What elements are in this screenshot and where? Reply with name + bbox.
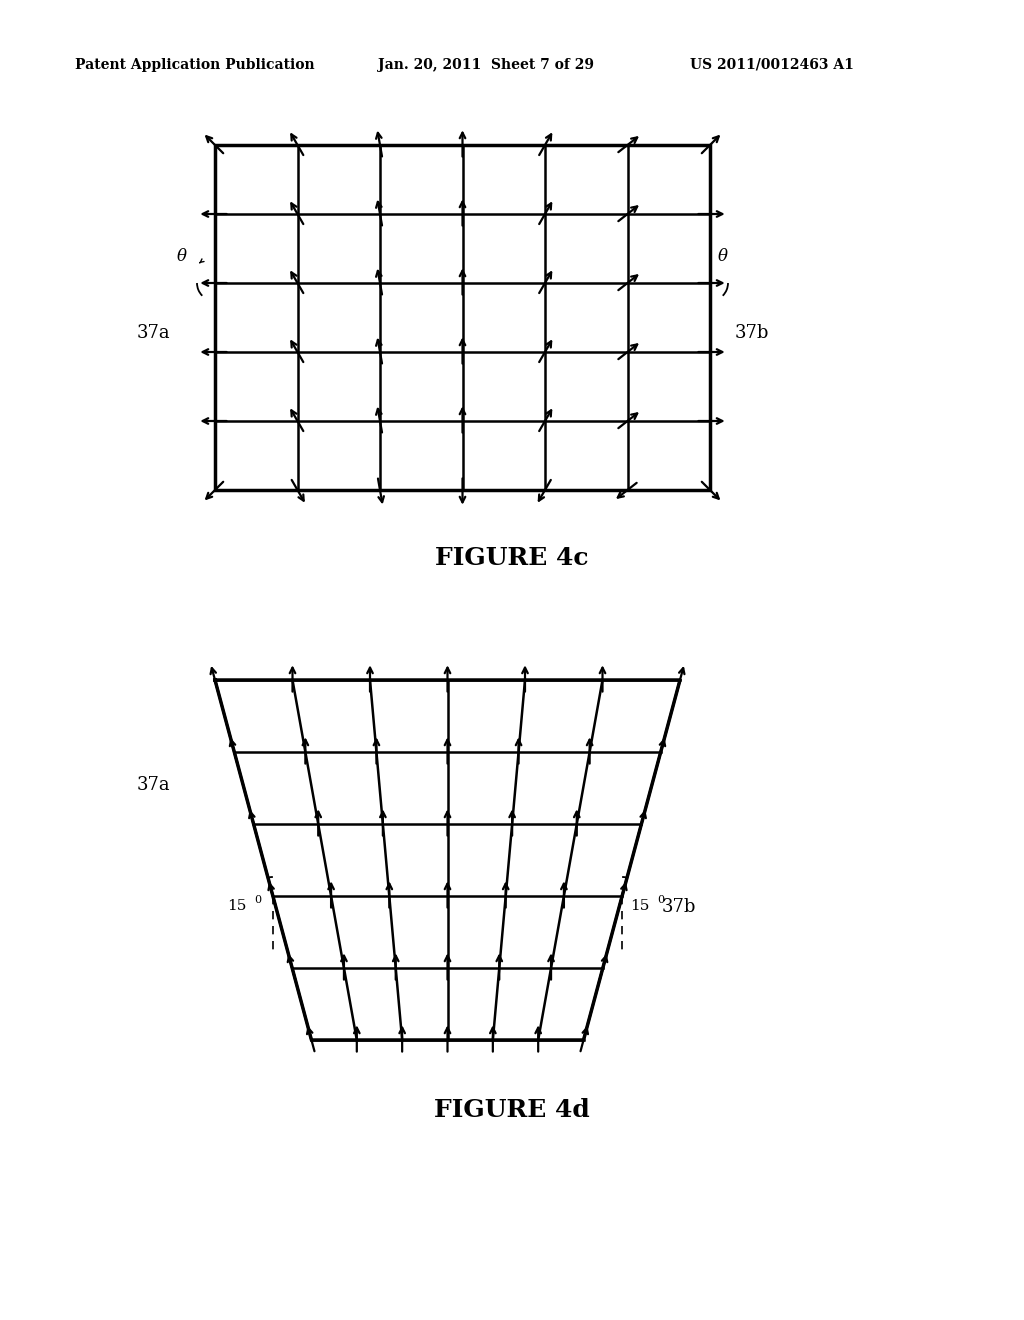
Text: FIGURE 4c: FIGURE 4c (435, 546, 589, 570)
Text: θ: θ (177, 248, 187, 265)
Text: 37b: 37b (663, 898, 696, 916)
Text: FIGURE 4d: FIGURE 4d (434, 1098, 590, 1122)
Text: US 2011/0012463 A1: US 2011/0012463 A1 (690, 58, 854, 73)
Text: θ: θ (718, 248, 728, 265)
Text: 0: 0 (657, 895, 665, 906)
Text: 15: 15 (227, 899, 246, 913)
Text: 37a: 37a (137, 323, 171, 342)
Text: Patent Application Publication: Patent Application Publication (75, 58, 314, 73)
Text: 15: 15 (630, 899, 649, 913)
Text: 37a: 37a (137, 776, 171, 795)
Text: Jan. 20, 2011  Sheet 7 of 29: Jan. 20, 2011 Sheet 7 of 29 (378, 58, 594, 73)
Text: 37b: 37b (735, 323, 769, 342)
Text: 0: 0 (254, 895, 261, 906)
